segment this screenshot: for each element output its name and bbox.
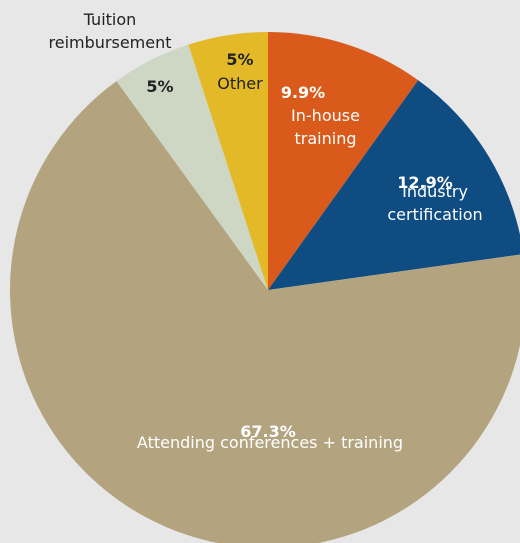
pie-slice [268, 80, 520, 290]
value-label: 67.3% [240, 422, 296, 441]
pie-slice [116, 44, 268, 290]
pie-slice [268, 32, 419, 290]
value-label: 5% [226, 50, 254, 69]
value-label: 5% [146, 77, 174, 96]
pie-slice [188, 32, 268, 290]
category-label: Other [217, 74, 263, 93]
category-label: Attending conferences + training [136, 433, 404, 452]
value-label: 9.9% [280, 83, 326, 102]
pie-slice [10, 81, 520, 543]
category-label: Tuition reimbursement [48, 10, 172, 52]
category-label: In-house training [291, 106, 360, 148]
category-label: Industry certification [387, 182, 483, 224]
value-label: 12.9% [397, 173, 453, 192]
